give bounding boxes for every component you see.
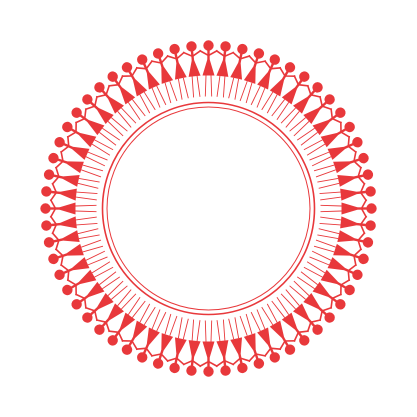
dancing-figure-icon — [41, 182, 98, 202]
dancing-figure-icon — [121, 303, 156, 355]
dancing-figure-icon — [317, 228, 374, 251]
dancing-figure-icon — [43, 166, 100, 189]
dancing-figure-icon — [271, 296, 310, 346]
dancing-figure-icon — [199, 320, 218, 377]
dancing-figure-icon — [228, 43, 251, 100]
dancing-figure-icon — [94, 289, 137, 335]
dancing-figure-icon — [82, 94, 128, 137]
frame-ring-outer — [101, 101, 316, 316]
dancing-figure-icon — [135, 54, 167, 108]
dancing-figures-ring — [40, 40, 377, 377]
dancing-figure-icon — [54, 250, 108, 282]
dancing-figure-icon — [317, 166, 374, 189]
dancing-figure-icon — [199, 40, 218, 97]
dancing-figure-icon — [41, 215, 98, 235]
dancing-figure-icon — [121, 62, 156, 114]
dancing-figure-icon — [319, 215, 376, 235]
dancing-figure-icon — [319, 182, 376, 202]
dancing-figure-icon — [296, 107, 346, 146]
inner-frame-rings — [101, 101, 316, 316]
dancing-figure-icon — [82, 280, 128, 323]
dancing-figure-icon — [150, 48, 178, 104]
dancing-figure-icon — [296, 271, 346, 310]
dancing-figure-icon — [320, 199, 377, 218]
dancing-figure-icon — [48, 150, 104, 178]
dancing-figure-icon — [71, 271, 121, 310]
dancing-figure-icon — [271, 71, 310, 121]
dancing-figure-icon — [289, 94, 335, 137]
dancing-figure-icon — [215, 319, 235, 376]
dancing-figure-icon — [289, 280, 335, 323]
dancing-figure-icon — [135, 309, 167, 363]
dancing-figure-icon — [250, 54, 282, 108]
dancing-figure-icon — [94, 82, 137, 128]
dancing-figure-icon — [62, 261, 114, 296]
dancing-figure-icon — [166, 317, 189, 374]
dancing-figure-icon — [40, 199, 97, 218]
dancing-figure-icon — [239, 313, 267, 369]
dancing-figure-icon — [313, 150, 369, 178]
dancing-figure-icon — [166, 43, 189, 100]
dancing-figure-icon — [309, 135, 363, 167]
dancing-figure-icon — [261, 62, 296, 114]
dancing-figure-icon — [280, 289, 323, 335]
dancing-figure-icon — [239, 48, 267, 104]
dancing-figure-icon — [261, 303, 296, 355]
frame-ring-inner — [106, 106, 311, 311]
dancing-figure-icon — [228, 317, 251, 374]
dancing-figure-icon — [303, 261, 355, 296]
dancing-figure-icon — [215, 41, 235, 98]
dancing-figure-icon — [250, 309, 282, 363]
dancing-figure-icon — [309, 250, 363, 282]
dancing-figure-icon — [303, 121, 355, 156]
dancing-figure-icon — [43, 228, 100, 251]
dancing-figure-icon — [182, 41, 202, 98]
dancing-figure-icon — [280, 82, 323, 128]
dancing-figure-icon — [54, 135, 108, 167]
dancing-figure-icon — [71, 107, 121, 146]
dancing-figure-icon — [182, 319, 202, 376]
dancing-figure-icon — [107, 71, 146, 121]
dancing-figure-icon — [62, 121, 114, 156]
dancing-figure-icon — [48, 239, 104, 267]
dancing-figure-icon — [150, 313, 178, 369]
dancing-figure-icon — [107, 296, 146, 346]
dancing-figure-icon — [313, 239, 369, 267]
